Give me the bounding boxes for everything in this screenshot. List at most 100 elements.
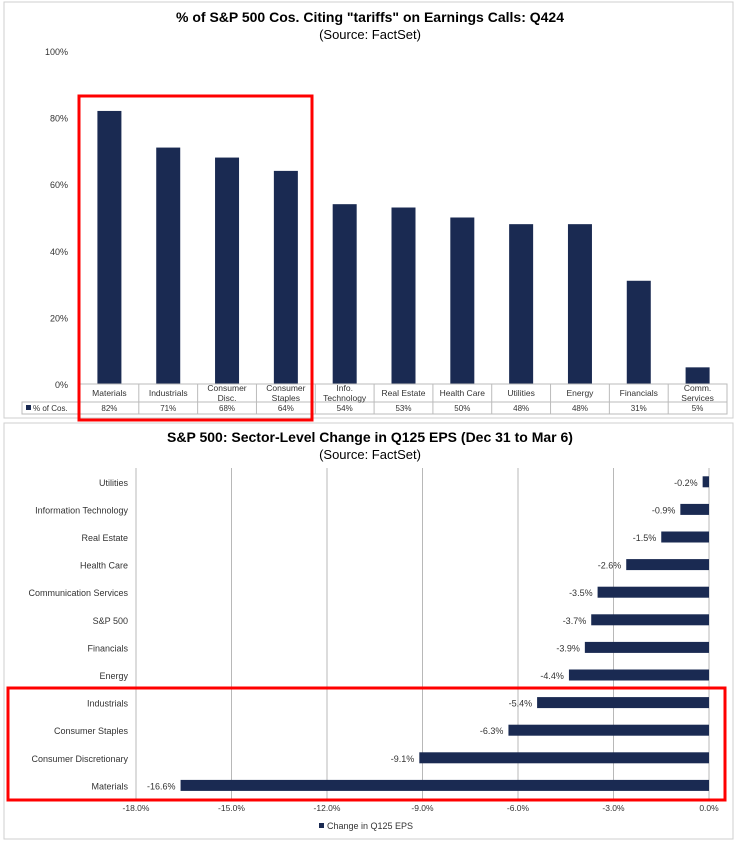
category-label: Energy bbox=[566, 388, 594, 398]
category-label: Utilities bbox=[507, 388, 534, 398]
category-label-line: Consumer bbox=[266, 383, 305, 393]
value-label: 5% bbox=[692, 404, 704, 413]
category-label: Communication Services bbox=[28, 588, 128, 598]
top-chart-subtitle: (Source: FactSet) bbox=[319, 27, 421, 42]
category-label: Consumer Disc. bbox=[207, 383, 246, 403]
legend-label: % of Cos. bbox=[33, 404, 68, 413]
bar bbox=[180, 779, 710, 791]
bottom-chart-subtitle: (Source: FactSet) bbox=[319, 447, 421, 462]
value-label: 50% bbox=[454, 404, 470, 413]
top-chart-panel bbox=[3, 1, 734, 419]
x-tick-label: -15.0% bbox=[218, 803, 245, 813]
category-label-line: Disc. bbox=[218, 393, 237, 403]
y-tick-label: 60% bbox=[50, 180, 68, 190]
x-tick-label: -9.0% bbox=[411, 803, 434, 813]
value-label: 68% bbox=[219, 404, 235, 413]
bar bbox=[391, 207, 416, 384]
value-label: -0.9% bbox=[652, 505, 676, 515]
category-label: Materials bbox=[92, 388, 126, 398]
value-label: -3.9% bbox=[556, 643, 580, 653]
legend-swatch bbox=[26, 405, 31, 410]
category-label: Consumer Staples bbox=[266, 383, 305, 403]
value-label: -1.5% bbox=[633, 533, 657, 543]
bar bbox=[215, 157, 240, 384]
value-label: -0.2% bbox=[674, 478, 698, 488]
value-label: 48% bbox=[572, 404, 588, 413]
value-label: -4.4% bbox=[540, 671, 564, 681]
x-tick-label: -6.0% bbox=[507, 803, 530, 813]
value-label: 31% bbox=[631, 404, 647, 413]
bar bbox=[508, 724, 709, 736]
category-label-line: Utilities bbox=[507, 388, 534, 398]
value-label: 53% bbox=[395, 404, 411, 413]
category-label: Financials bbox=[620, 388, 658, 398]
value-label: -16.6% bbox=[147, 781, 176, 791]
bar bbox=[567, 224, 592, 384]
bar bbox=[661, 531, 709, 543]
bar bbox=[680, 503, 709, 515]
category-label: Utilities bbox=[99, 478, 129, 488]
value-label: -3.7% bbox=[563, 616, 587, 626]
bar bbox=[156, 147, 181, 384]
y-tick-label: 40% bbox=[50, 247, 68, 257]
value-label: 71% bbox=[160, 404, 176, 413]
value-label: 54% bbox=[337, 404, 353, 413]
category-label-line: Financials bbox=[620, 388, 658, 398]
value-label: 82% bbox=[101, 404, 117, 413]
bar bbox=[97, 110, 122, 384]
category-label-line: Energy bbox=[566, 388, 594, 398]
highlight-box bbox=[77, 94, 314, 422]
x-tick-label: -12.0% bbox=[314, 803, 341, 813]
bottom-chart-title: S&P 500: Sector-Level Change in Q125 EPS… bbox=[167, 429, 573, 445]
value-label: -3.5% bbox=[569, 588, 593, 598]
category-label-line: Staples bbox=[272, 393, 300, 403]
y-tick-label: 20% bbox=[50, 313, 68, 323]
category-label-line: Services bbox=[681, 393, 714, 403]
category-label-line: Materials bbox=[92, 388, 126, 398]
category-label: Info. Technology bbox=[323, 383, 367, 403]
category-label-line: Real Estate bbox=[382, 388, 426, 398]
y-tick-label: 0% bbox=[55, 380, 68, 390]
highlight-box bbox=[6, 686, 727, 802]
bar bbox=[685, 367, 710, 384]
bar bbox=[273, 170, 298, 384]
bar bbox=[626, 559, 709, 571]
category-label-line: Technology bbox=[323, 393, 367, 403]
bar bbox=[597, 586, 709, 598]
y-tick-label: 100% bbox=[45, 47, 68, 57]
category-label: Industrials bbox=[87, 699, 129, 709]
bar bbox=[419, 752, 709, 764]
value-label: -6.3% bbox=[480, 726, 504, 736]
category-label: Financials bbox=[87, 643, 128, 653]
value-label: -9.1% bbox=[391, 754, 415, 764]
legend-label: Change in Q125 EPS bbox=[327, 821, 413, 831]
category-label-line: Industrials bbox=[149, 388, 188, 398]
bottom-chart-panel bbox=[3, 422, 734, 840]
x-tick-label: 0.0% bbox=[699, 803, 719, 813]
bar bbox=[591, 614, 709, 626]
category-label-line: Consumer bbox=[207, 383, 246, 393]
value-label: 64% bbox=[278, 404, 294, 413]
bar bbox=[332, 204, 357, 384]
category-label-line: Info. bbox=[336, 383, 353, 393]
category-label: Health Care bbox=[80, 561, 128, 571]
category-label: Health Care bbox=[440, 388, 486, 398]
x-tick-label: -3.0% bbox=[602, 803, 625, 813]
value-label: -5.4% bbox=[509, 699, 533, 709]
bar bbox=[568, 669, 709, 681]
category-label: Comm. Services bbox=[681, 383, 714, 403]
y-tick-label: 80% bbox=[50, 114, 68, 124]
top-chart-title: % of S&P 500 Cos. Citing "tariffs" on Ea… bbox=[176, 9, 564, 25]
bar bbox=[584, 641, 709, 653]
category-label: Real Estate bbox=[81, 533, 128, 543]
category-label: Information Technology bbox=[35, 505, 128, 515]
bar bbox=[702, 476, 709, 488]
category-label: Consumer Discretionary bbox=[31, 754, 128, 764]
category-label: Real Estate bbox=[382, 388, 426, 398]
category-label: Materials bbox=[91, 781, 128, 791]
category-label: Energy bbox=[99, 671, 128, 681]
category-label: Consumer Staples bbox=[54, 726, 129, 736]
x-tick-label: -18.0% bbox=[123, 803, 150, 813]
legend-swatch bbox=[319, 823, 324, 828]
